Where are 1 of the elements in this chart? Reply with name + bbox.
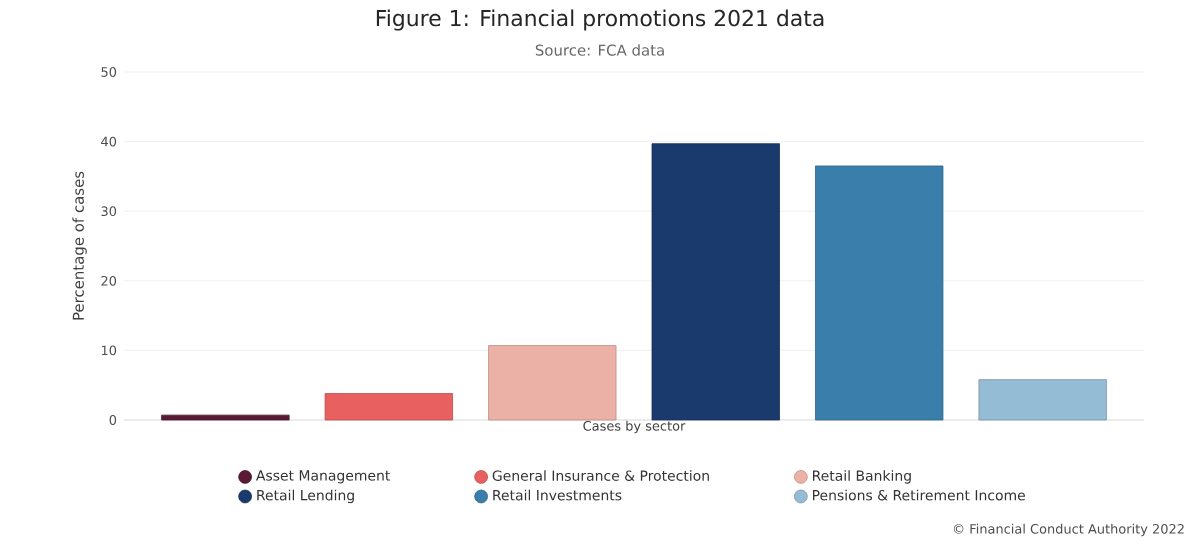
chart-title: Figure 1: Financial promotions 2021 data	[376, 9, 824, 31]
